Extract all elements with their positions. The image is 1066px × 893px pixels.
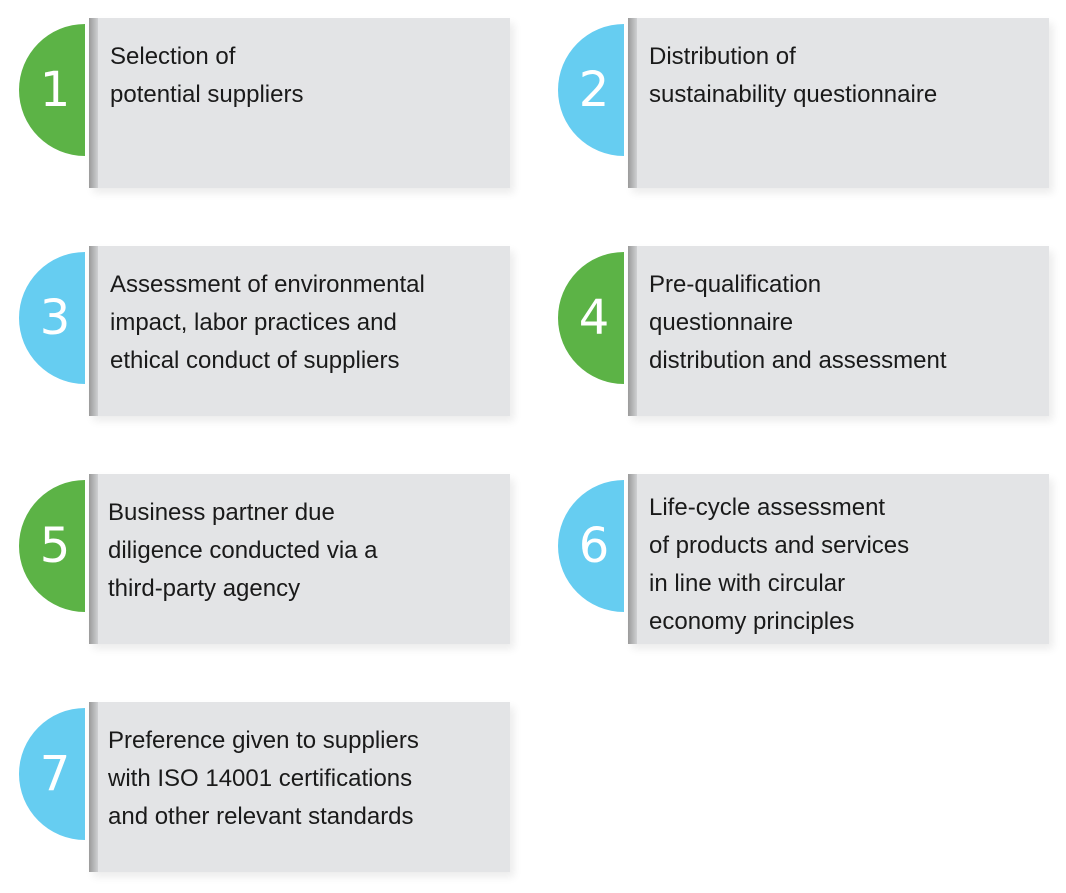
step-card <box>89 246 510 416</box>
step-card <box>89 18 510 188</box>
step-card <box>628 246 1049 416</box>
step-number: 1 <box>39 62 71 118</box>
step-number: 2 <box>578 62 610 118</box>
step-text: Assessment of environmental impact, labo… <box>110 271 425 374</box>
step-6: 6 Life-cycle assessment of products and … <box>558 474 1066 644</box>
step-card <box>628 474 1049 644</box>
step-text: Preference given to suppliers with ISO 1… <box>108 727 419 830</box>
step-text: Business partner due diligence conducted… <box>108 499 378 602</box>
card-accent-bar <box>89 474 98 644</box>
card-accent-bar <box>628 18 637 188</box>
step-7: 7 Preference given to suppliers with ISO… <box>19 702 539 872</box>
card-accent-bar <box>89 246 98 416</box>
card-accent-bar <box>628 474 637 644</box>
step-5: 5 Business partner due diligence conduct… <box>19 474 539 644</box>
step-number: 3 <box>39 290 71 346</box>
step-2: 2 Distribution of sustainability questio… <box>558 18 1066 188</box>
step-text: Selection of potential suppliers <box>110 43 304 108</box>
step-card <box>628 18 1049 188</box>
step-number: 7 <box>39 746 71 802</box>
step-card <box>89 474 510 644</box>
step-number: 4 <box>578 290 610 346</box>
step-number: 6 <box>578 518 610 574</box>
step-card <box>89 702 510 872</box>
card-accent-bar <box>89 702 98 872</box>
step-text: Pre-qualification questionnaire distribu… <box>649 271 947 374</box>
step-1: 1 Selection of potential suppliers <box>19 18 539 188</box>
step-4: 4 Pre-qualification questionnaire distri… <box>558 246 1066 416</box>
step-number: 5 <box>39 518 71 574</box>
step-text: Life-cycle assessment of products and se… <box>649 494 910 635</box>
step-3: 3 Assessment of environmental impact, la… <box>19 246 539 416</box>
step-text: Distribution of sustainability questionn… <box>649 43 938 108</box>
card-accent-bar <box>628 246 637 416</box>
card-accent-bar <box>89 18 98 188</box>
